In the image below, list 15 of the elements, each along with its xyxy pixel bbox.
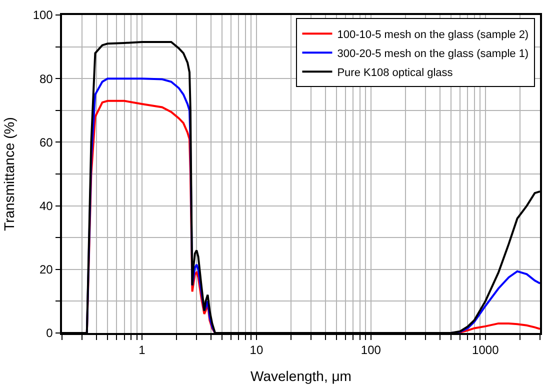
x-tick-label: 1: [138, 343, 146, 358]
x-tick-label: 100: [360, 343, 382, 358]
legend-label: 100-10-5 mesh on the glass (sample 2): [337, 28, 529, 41]
x-tick-label: 10: [250, 343, 264, 358]
x-tick-label: 1000: [472, 343, 500, 358]
y-tick-label: 0: [46, 326, 54, 340]
y-tick-label: 60: [39, 135, 54, 150]
legend-label: 300-20-5 mesh on the glass (sample 1): [337, 48, 529, 60]
y-tick-label: 80: [39, 72, 54, 86]
legend-label: Pure K108 optical glass: [337, 66, 454, 79]
y-tick-label: 100: [32, 8, 54, 22]
y-tick-label: 40: [39, 199, 54, 213]
y-axis-title: Transmittance (%): [0, 117, 17, 231]
y-tick-label: 20: [39, 262, 54, 277]
x-axis-title: Wavelength, μm: [250, 368, 352, 384]
